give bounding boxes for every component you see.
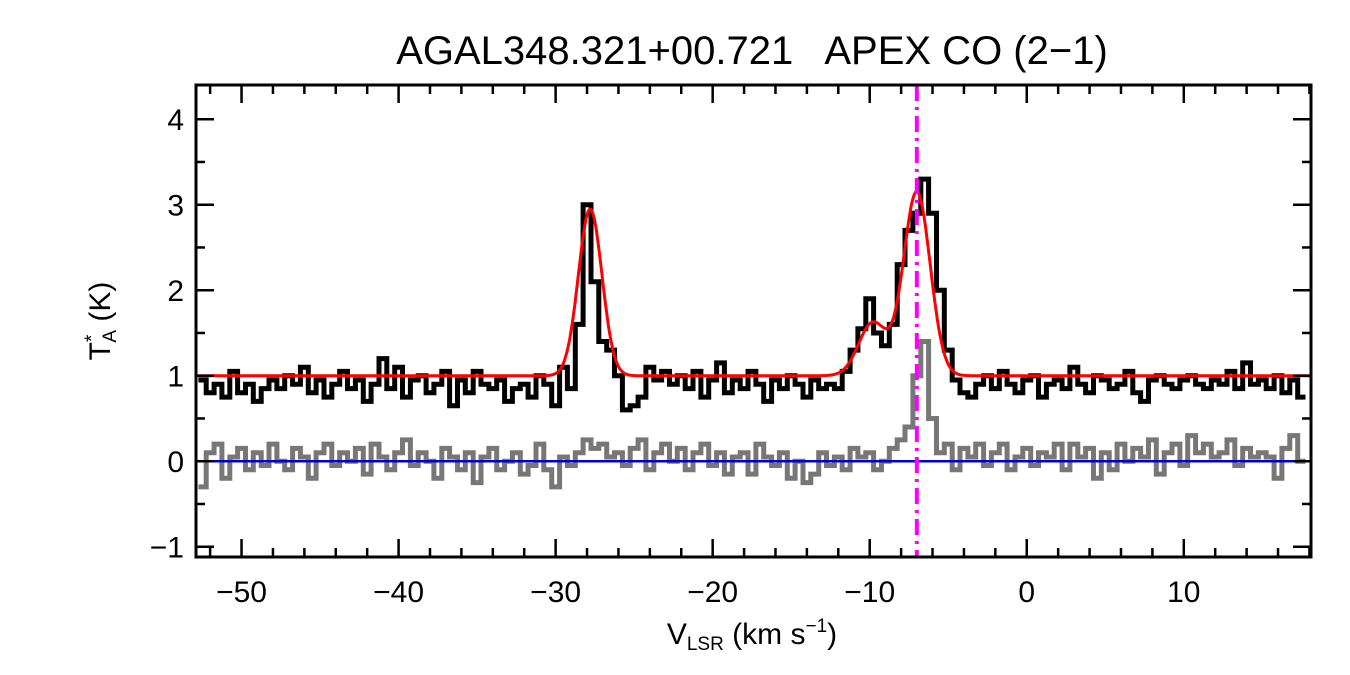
spectrum-line bbox=[198, 176, 1306, 413]
x-axis: −50 −40 −30 −20 −10 0 10 bbox=[208, 85, 1311, 609]
x-tick-label: −40 bbox=[373, 576, 424, 609]
x-tick-label: 0 bbox=[1018, 576, 1035, 609]
x-tick-label: −30 bbox=[530, 576, 581, 609]
y-tick-label: 2 bbox=[167, 275, 184, 308]
x-tick-label: −50 bbox=[216, 576, 267, 609]
series-group bbox=[196, 85, 1311, 557]
x-tick-label: 10 bbox=[1167, 576, 1200, 609]
chart-title: AGAL348.321+00.721 APEX CO (2−1) bbox=[396, 29, 1108, 73]
y-tick-label: −1 bbox=[150, 532, 184, 565]
y-tick-label: 4 bbox=[167, 104, 184, 137]
fit-curve bbox=[196, 189, 1311, 378]
x-tick-label: −20 bbox=[687, 576, 738, 609]
y-axis-label: T*A (K) bbox=[82, 282, 121, 361]
plot-frame bbox=[194, 83, 1313, 559]
y-axis: −1 0 1 2 3 4 bbox=[150, 104, 1311, 565]
x-tick-label: −10 bbox=[844, 576, 895, 609]
plot-area bbox=[194, 83, 1313, 559]
y-tick-label: 3 bbox=[167, 190, 184, 223]
residual-line bbox=[198, 339, 1306, 490]
x-axis-label: VLSR (km s−1) bbox=[667, 616, 837, 655]
y-tick-label: 1 bbox=[167, 361, 184, 394]
y-tick-label: 0 bbox=[167, 446, 184, 479]
